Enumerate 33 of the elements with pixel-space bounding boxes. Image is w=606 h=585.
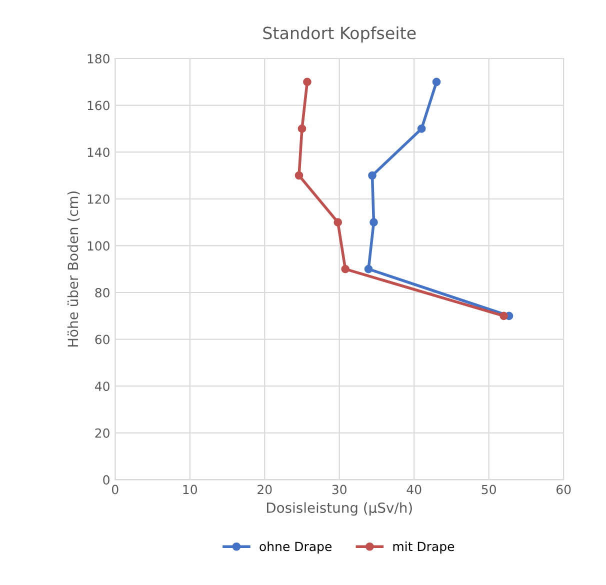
y-axis-title: Höhe über Boden (cm) <box>67 191 80 347</box>
legend-label: mit Drape <box>393 541 454 554</box>
point <box>368 171 376 180</box>
x-axis-title: Dosisleistung (µSv/h) <box>266 502 412 516</box>
y-tick-label: 20 <box>95 428 110 438</box>
y-tick-label: 120 <box>88 194 110 204</box>
point <box>341 264 350 274</box>
point <box>417 124 426 133</box>
x-tick-label: 20 <box>258 484 272 494</box>
x-tick-label: 60 <box>556 484 571 494</box>
chart-title: Standort Kopfseite <box>263 26 416 43</box>
point <box>364 264 373 274</box>
x-tick-label: 0 <box>112 484 118 494</box>
y-tick-label: 40 <box>94 382 110 392</box>
y-tick-label: 80 <box>95 288 110 298</box>
y-tick-label: 180 <box>88 54 110 64</box>
x-tick-label: 10 <box>183 484 198 494</box>
y-tick-label: 140 <box>88 148 110 158</box>
point <box>303 78 312 86</box>
point <box>334 218 342 226</box>
y-tick-label: 60 <box>95 334 110 344</box>
point <box>298 124 306 133</box>
x-tick-label: 50 <box>482 484 496 494</box>
y-tick-label: 160 <box>88 100 110 110</box>
y-tick-label: 100 <box>88 241 110 251</box>
point <box>432 78 441 86</box>
x-tick-label: 40 <box>406 484 422 494</box>
point <box>500 312 508 320</box>
legend-label: ohne Drape <box>260 541 332 554</box>
point <box>294 171 304 180</box>
y-tick-label: 0 <box>103 475 110 485</box>
point <box>370 218 378 226</box>
x-tick-label: 30 <box>332 484 346 494</box>
